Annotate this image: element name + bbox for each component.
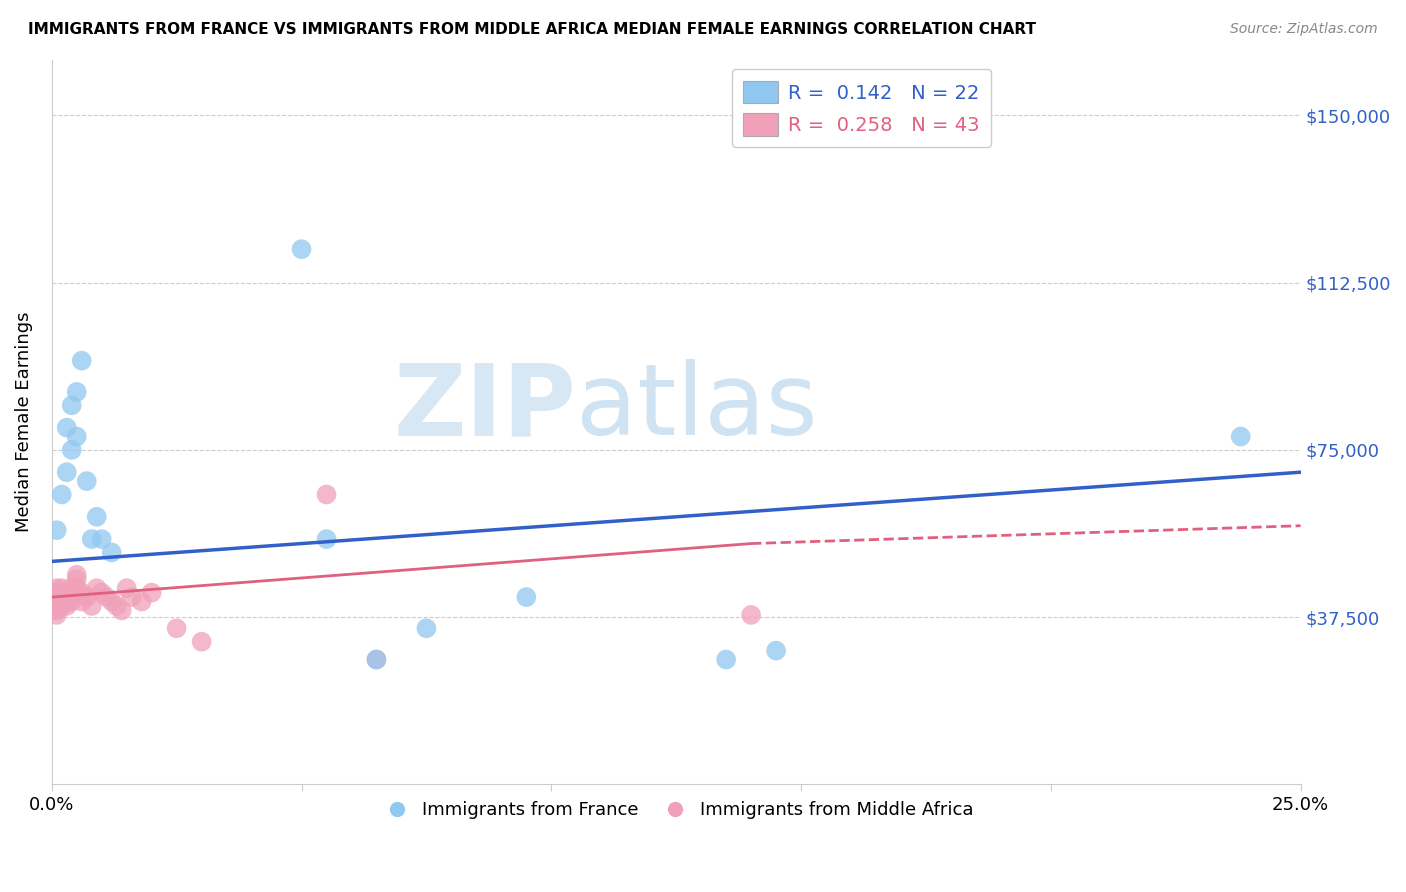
Point: [45, 603, 67, 617]
Point: [55, 594, 77, 608]
Point: [290, 242, 312, 256]
Point: [90, 585, 112, 599]
Point: [315, 487, 337, 501]
Point: [765, 643, 787, 657]
Point: [51, 585, 73, 599]
Text: IMMIGRANTS FROM FRANCE VS IMMIGRANTS FROM MIDDLE AFRICA MEDIAN FEMALE EARNINGS C: IMMIGRANTS FROM FRANCE VS IMMIGRANTS FRO…: [28, 22, 1036, 37]
Point: [45, 599, 67, 613]
Point: [515, 590, 537, 604]
Text: atlas: atlas: [576, 359, 818, 456]
Text: ZIP: ZIP: [394, 359, 576, 456]
Point: [45, 590, 67, 604]
Point: [45, 523, 67, 537]
Point: [60, 581, 83, 595]
Point: [80, 532, 103, 546]
Point: [60, 398, 83, 412]
Point: [714, 652, 737, 666]
Point: [45, 585, 67, 599]
Point: [366, 652, 388, 666]
Point: [131, 594, 153, 608]
Point: [70, 585, 93, 599]
Point: [166, 621, 188, 635]
Point: [45, 581, 67, 595]
Point: [100, 545, 122, 559]
Point: [76, 590, 98, 604]
Point: [55, 465, 77, 479]
Point: [60, 594, 83, 608]
Point: [51, 487, 73, 501]
Point: [76, 474, 98, 488]
Point: [111, 603, 134, 617]
Point: [60, 442, 83, 457]
Point: [66, 572, 89, 586]
Point: [55, 420, 77, 434]
Point: [66, 581, 89, 595]
Point: [86, 581, 108, 595]
Point: [66, 429, 89, 443]
Point: [55, 590, 77, 604]
Y-axis label: Median Female Earnings: Median Female Earnings: [15, 312, 32, 533]
Point: [141, 585, 163, 599]
Point: [740, 607, 762, 622]
Point: [1229, 429, 1251, 443]
Point: [45, 594, 67, 608]
Point: [315, 532, 337, 546]
Point: [55, 599, 77, 613]
Point: [115, 581, 138, 595]
Point: [80, 599, 103, 613]
Point: [45, 590, 67, 604]
Point: [415, 621, 437, 635]
Point: [90, 532, 112, 546]
Point: [51, 590, 73, 604]
Point: [105, 599, 128, 613]
Point: [51, 581, 73, 595]
Point: [45, 607, 67, 622]
Point: [60, 590, 83, 604]
Point: [366, 652, 388, 666]
Point: [45, 585, 67, 599]
Point: [66, 567, 89, 582]
Point: [86, 509, 108, 524]
Point: [121, 590, 143, 604]
Point: [55, 585, 77, 599]
Point: [51, 594, 73, 608]
Point: [51, 599, 73, 613]
Point: [70, 594, 93, 608]
Text: Source: ZipAtlas.com: Source: ZipAtlas.com: [1230, 22, 1378, 37]
Point: [100, 594, 122, 608]
Point: [70, 353, 93, 368]
Point: [96, 590, 118, 604]
Legend: Immigrants from France, Immigrants from Middle Africa: Immigrants from France, Immigrants from …: [371, 794, 981, 826]
Point: [190, 634, 212, 648]
Point: [66, 384, 89, 399]
